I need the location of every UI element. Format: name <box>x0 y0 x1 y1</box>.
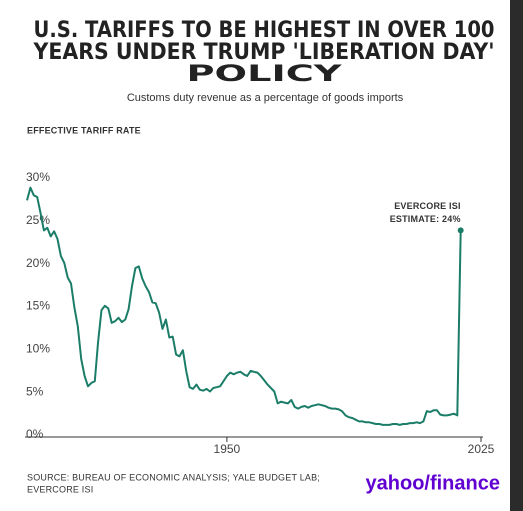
end-point <box>457 227 464 234</box>
y-tick-label: 15% <box>26 299 50 313</box>
y-tick-label: 25% <box>26 213 50 227</box>
y-tick-label: 0% <box>26 427 44 441</box>
subtitle: Customs duty revenue as a percentage of … <box>127 92 404 104</box>
source: EVERCORE ISI <box>27 484 93 494</box>
source: SOURCE: BUREAU OF ECONOMIC ANALYSIS; YAL… <box>27 472 320 482</box>
y-tick-label: 30% <box>26 170 50 184</box>
y-axis-label: EFFECTIVE TARIFF RATE <box>27 125 141 135</box>
y-tick-label: 20% <box>26 256 50 270</box>
line <box>26 186 462 426</box>
chart-title: POLICY <box>187 62 344 87</box>
annotation: EVERCORE ISI <box>394 201 460 211</box>
logo: yahoo/finance <box>366 472 500 494</box>
x-tick-label: 2025 <box>468 442 495 456</box>
y-tick-label: 10% <box>26 342 50 356</box>
annotation: ESTIMATE: 24% <box>390 214 461 224</box>
y-tick-label: 5% <box>26 384 44 398</box>
chart-title: U.S. TARIFFS TO BE HIGHEST IN OVER 100 <box>34 18 495 43</box>
chart-title: YEARS UNDER TRUMP 'LIBERATION DAY' <box>33 40 495 65</box>
x-tick-label: 1950 <box>214 442 241 456</box>
side-strip <box>510 0 523 511</box>
